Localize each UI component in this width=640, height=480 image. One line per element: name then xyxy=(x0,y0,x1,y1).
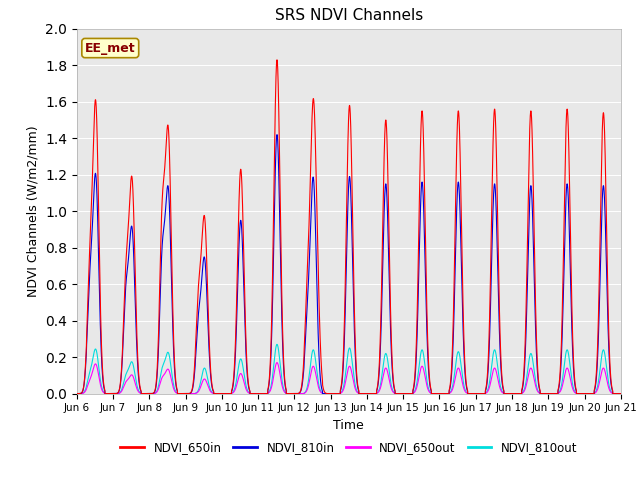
X-axis label: Time: Time xyxy=(333,419,364,432)
Legend: NDVI_650in, NDVI_810in, NDVI_650out, NDVI_810out: NDVI_650in, NDVI_810in, NDVI_650out, NDV… xyxy=(116,436,582,459)
Title: SRS NDVI Channels: SRS NDVI Channels xyxy=(275,9,423,24)
Text: EE_met: EE_met xyxy=(85,42,136,55)
Y-axis label: NDVI Channels (W/m2/mm): NDVI Channels (W/m2/mm) xyxy=(26,125,40,297)
